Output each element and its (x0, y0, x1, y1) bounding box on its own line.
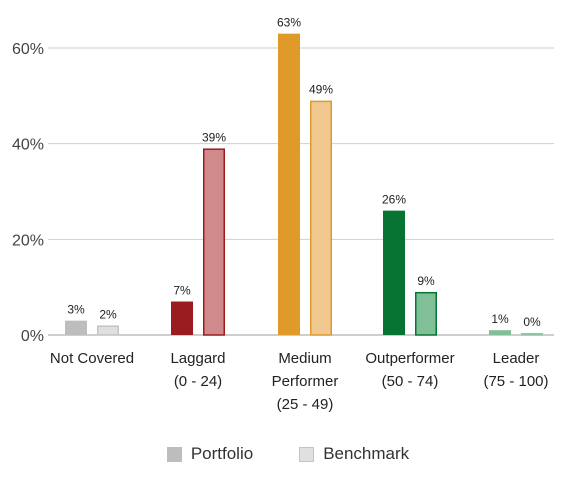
bar-portfolio (65, 320, 87, 335)
bar-portfolio (278, 33, 300, 336)
bars: 3% 2% 7% 39% 63% 49% 26% 9% 1% 0% (65, 16, 543, 336)
x-tick-label: Outperformer (365, 350, 454, 367)
legend-label-portfolio: Portfolio (190, 444, 254, 463)
bar-portfolio (489, 330, 511, 335)
data-label: 9% (417, 274, 435, 288)
y-tick-label: 0% (21, 328, 44, 345)
bar-benchmark (415, 291, 437, 336)
bar-benchmark (97, 325, 119, 336)
y-tick-label: 40% (12, 137, 44, 154)
data-label: 63% (277, 16, 301, 30)
y-tick-label: 60% (12, 41, 44, 58)
legend-item-benchmark: Benchmark (299, 444, 409, 464)
data-label: 7% (173, 284, 191, 298)
x-axis: Not Covered Laggard (0 - 24) Medium Performe… (50, 350, 549, 413)
legend-swatch-benchmark (299, 446, 315, 462)
bar-benchmark (203, 148, 225, 336)
x-tick-label: (50 - 74) (382, 373, 439, 390)
data-label: 0% (523, 315, 541, 329)
bar-chart: 0% 20% 40% 60% 3% 2% 7% 39% 63% 49% 26% 9% 1% 0% Not… (12, 16, 554, 413)
x-tick-label: (75 - 100) (483, 373, 548, 390)
bar-benchmark (521, 333, 543, 336)
data-label: 3% (67, 303, 85, 317)
data-label: 26% (382, 193, 406, 207)
legend-item-portfolio: Portfolio (166, 444, 254, 464)
x-tick-label: Performer (272, 373, 339, 390)
bar-benchmark (310, 100, 332, 336)
bar-portfolio (383, 210, 405, 335)
legend-label-benchmark: Benchmark (323, 444, 410, 463)
bar-portfolio (171, 301, 193, 335)
x-tick-label: Medium (278, 350, 331, 367)
data-label: 2% (99, 307, 117, 321)
x-tick-label: Not Covered (50, 350, 134, 367)
legend: Portfolio Benchmark (0, 444, 576, 464)
y-tick-label: 20% (12, 232, 44, 249)
data-label: 49% (309, 83, 333, 97)
x-tick-label: Laggard (170, 350, 225, 367)
x-tick-label: Leader (493, 350, 540, 367)
y-axis: 0% 20% 40% 60% (12, 41, 44, 345)
x-tick-label: (0 - 24) (174, 373, 222, 390)
x-tick-label: (25 - 49) (277, 396, 334, 413)
grid-lines (48, 47, 554, 336)
legend-swatch-portfolio (166, 446, 182, 462)
data-label: 39% (202, 130, 226, 144)
data-label: 1% (491, 312, 509, 326)
